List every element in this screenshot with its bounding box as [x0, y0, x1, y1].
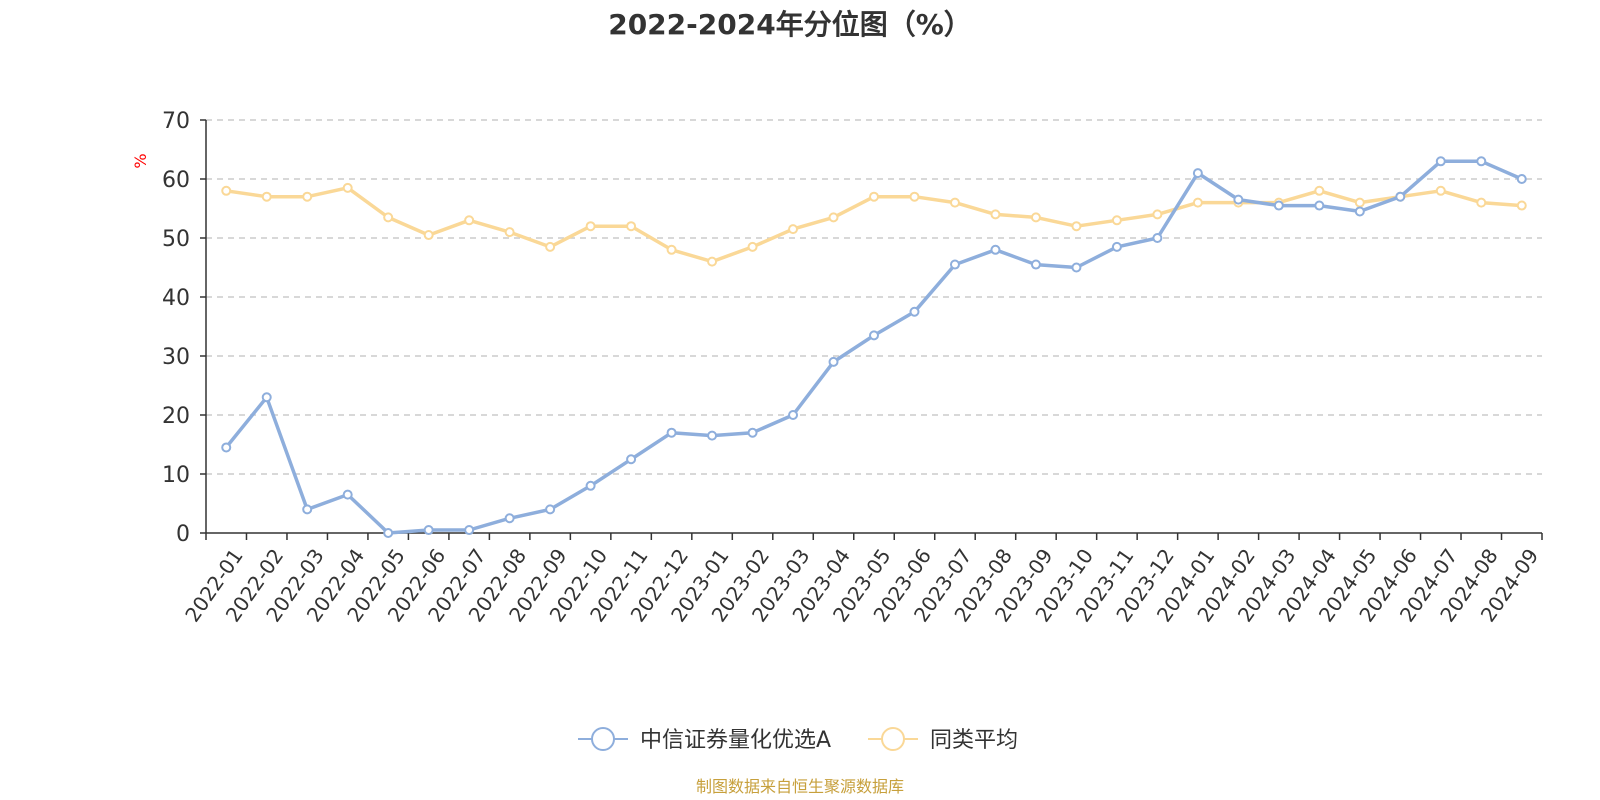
data-point[interactable]: [828, 212, 839, 223]
data-point[interactable]: [1233, 194, 1244, 205]
data-point[interactable]: [504, 227, 515, 238]
data-point[interactable]: [1476, 197, 1487, 208]
legend-circle-icon: [881, 727, 905, 751]
series-0: [221, 156, 1527, 538]
axes: 0102030405060702022-012022-022022-032022…: [162, 109, 1543, 626]
data-point[interactable]: [1435, 185, 1446, 196]
legend-item[interactable]: 中信证券量化优选A: [578, 727, 831, 753]
data-point[interactable]: [1152, 233, 1163, 243]
data-point[interactable]: [1354, 197, 1365, 208]
data-point[interactable]: [423, 525, 434, 536]
data-point[interactable]: [464, 215, 475, 226]
y-tick-label: 70: [162, 109, 190, 134]
data-point[interactable]: [1030, 212, 1041, 223]
series-1: [221, 182, 1527, 267]
data-point[interactable]: [869, 330, 879, 341]
legend-item[interactable]: 同类平均: [868, 727, 1018, 753]
data-point[interactable]: [1395, 191, 1406, 202]
y-axis-unit-label: %: [131, 153, 150, 168]
legend-circle-icon: [591, 727, 615, 751]
data-point[interactable]: [1071, 262, 1082, 273]
data-point[interactable]: [464, 525, 475, 536]
data-point[interactable]: [1516, 174, 1527, 184]
data-point[interactable]: [342, 182, 353, 193]
data-point[interactable]: [949, 259, 960, 270]
y-tick-label: 0: [176, 522, 190, 547]
data-point[interactable]: [261, 191, 272, 202]
y-tick-label: 30: [162, 345, 190, 370]
data-point[interactable]: [302, 504, 313, 515]
y-tick-label: 50: [162, 227, 190, 252]
data-point[interactable]: [1152, 209, 1163, 220]
data-point[interactable]: [302, 191, 313, 202]
chart-title: 2022-2024年分位图（%）: [608, 8, 972, 41]
legend[interactable]: 中信证券量化优选A 同类平均: [578, 727, 1018, 753]
data-point[interactable]: [1192, 197, 1203, 208]
data-point[interactable]: [788, 410, 799, 420]
y-tick-label: 40: [162, 286, 190, 311]
data-point[interactable]: [990, 209, 1001, 220]
data-point[interactable]: [1192, 168, 1203, 179]
data-point[interactable]: [707, 430, 718, 441]
legend-label: 同类平均: [930, 728, 1018, 753]
data-point[interactable]: [585, 221, 596, 232]
data-point[interactable]: [626, 454, 637, 465]
data-point[interactable]: [707, 256, 718, 267]
data-point[interactable]: [585, 480, 596, 491]
data-point[interactable]: [1476, 156, 1487, 167]
data-point[interactable]: [1273, 200, 1284, 211]
data-point[interactable]: [626, 221, 637, 232]
data-point[interactable]: [1435, 156, 1446, 167]
data-point[interactable]: [1030, 259, 1041, 270]
series-lines: [221, 156, 1527, 538]
data-point[interactable]: [909, 191, 920, 202]
legend-label: 中信证券量化优选A: [640, 728, 831, 753]
data-point[interactable]: [504, 513, 515, 524]
data-point[interactable]: [869, 191, 879, 202]
data-point[interactable]: [1071, 221, 1082, 232]
grid-lines: [206, 119, 1542, 475]
data-point[interactable]: [545, 504, 556, 515]
data-source-note: 制图数据来自恒生聚源数据库: [696, 777, 904, 796]
data-point[interactable]: [949, 197, 960, 208]
data-point[interactable]: [666, 427, 677, 438]
series-line: [224, 159, 1523, 535]
data-point[interactable]: [423, 230, 434, 241]
data-point[interactable]: [1314, 200, 1325, 211]
data-point[interactable]: [342, 489, 353, 500]
data-point[interactable]: [545, 241, 556, 252]
data-point[interactable]: [261, 392, 272, 403]
data-point[interactable]: [909, 306, 920, 317]
data-point[interactable]: [1111, 215, 1122, 226]
y-tick-label: 60: [162, 168, 190, 193]
data-point[interactable]: [1516, 200, 1527, 211]
data-point[interactable]: [666, 244, 677, 255]
data-point[interactable]: [221, 442, 232, 453]
y-tick-label: 10: [162, 463, 190, 488]
data-point[interactable]: [383, 528, 394, 538]
data-point[interactable]: [1314, 185, 1325, 196]
data-point[interactable]: [788, 224, 799, 235]
data-point[interactable]: [1354, 206, 1365, 217]
data-point[interactable]: [990, 244, 1001, 255]
data-point[interactable]: [828, 356, 839, 367]
data-point[interactable]: [747, 427, 758, 438]
data-point[interactable]: [1111, 241, 1122, 252]
data-point[interactable]: [747, 241, 758, 252]
y-tick-label: 20: [162, 404, 190, 429]
data-point[interactable]: [221, 185, 232, 196]
data-point[interactable]: [383, 212, 394, 223]
